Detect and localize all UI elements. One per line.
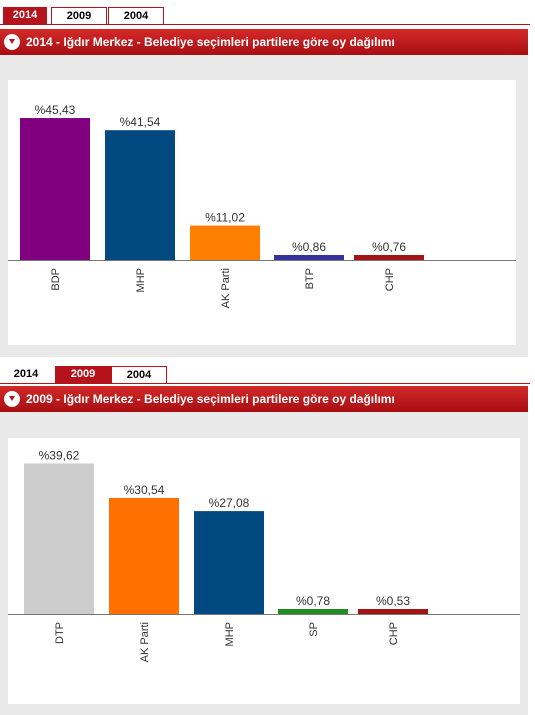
category-label: SP — [308, 622, 320, 637]
data-label: %45,43 — [35, 103, 76, 117]
category-label: BDP — [50, 268, 62, 291]
category-label: MHP — [135, 268, 147, 292]
plot-area: %39,62 DTP %30,54 AK Parti %27,08 MHP %0,78 SP%… — [8, 438, 520, 704]
circle-arrow-down-icon[interactable] — [4, 391, 20, 407]
tab-2004[interactable]: 2004 — [111, 366, 167, 383]
chart-background: %45,43 BDP %41,54 MHP %11,02 AK Parti %0,86 BTP… — [0, 55, 528, 357]
year-tabs: 2014 2009 2004 — [0, 7, 530, 25]
data-label: %30,54 — [124, 483, 165, 497]
chart-title: 2014 - Iğdır Merkez - Belediye seçimleri… — [26, 35, 395, 49]
chart-title: 2009 - Iğdır Merkez - Belediye seçimleri… — [26, 392, 395, 406]
tab-2014[interactable]: 2014 — [0, 366, 52, 383]
bar-chart-2014: %45,43 BDP %41,54 MHP %11,02 AK Parti %0,86 BTP… — [8, 103, 516, 308]
chart-header: 2009 - Iğdır Merkez - Belediye seçimleri… — [0, 386, 528, 412]
data-label: %27,08 — [209, 496, 250, 510]
data-label: %0,78 — [296, 594, 330, 608]
category-label: CHP — [388, 622, 400, 645]
chart-panel-2014: 2014 2009 2004 2014 - Iğdır Merkez - Bel… — [0, 7, 530, 357]
plot-area: %45,43 BDP %41,54 MHP %11,02 AK Parti %0,86 BTP… — [8, 80, 516, 345]
bar-btp — [274, 255, 344, 260]
year-tabs: 2014 2009 2004 — [0, 366, 530, 384]
tab-2009[interactable]: 2009 — [51, 7, 107, 24]
data-label: %0,86 — [292, 240, 326, 254]
data-label: %11,02 — [205, 211, 245, 225]
bar-sp — [278, 609, 348, 614]
circle-arrow-down-icon[interactable] — [4, 34, 20, 50]
bar-mhp — [105, 130, 175, 260]
category-label: AK Parti — [220, 268, 232, 308]
chart-panel-2009: 2014 2009 2004 2009 - Iğdır Merkez - Bel… — [0, 366, 530, 715]
chart-background: %39,62 DTP %30,54 AK Parti %27,08 MHP %0,78 SP%… — [0, 412, 528, 715]
tab-underline — [0, 24, 530, 25]
bar-ak-parti — [109, 497, 179, 614]
bar-ak-parti — [190, 225, 260, 260]
data-label: %0,76 — [372, 240, 406, 254]
data-label: %0,53 — [376, 594, 410, 608]
category-label: CHP — [384, 268, 396, 291]
bar-chp — [354, 255, 424, 260]
category-label: BTP — [304, 268, 316, 289]
tab-2009[interactable]: 2009 — [55, 366, 111, 383]
bar-chart-2009: %39,62 DTP %30,54 AK Parti %27,08 MHP %0,78 SP%… — [8, 448, 520, 662]
category-label: AK Parti — [139, 622, 151, 662]
tab-2014[interactable]: 2014 — [3, 7, 47, 24]
bar-mhp — [194, 511, 264, 614]
tab-2004[interactable]: 2004 — [108, 7, 164, 24]
tab-underline — [0, 383, 530, 384]
category-label: DTP — [54, 622, 66, 644]
data-label: %39,62 — [39, 448, 80, 462]
bar-dtp — [24, 463, 94, 614]
data-label: %41,54 — [120, 115, 161, 129]
category-label: MHP — [224, 622, 236, 646]
bar-chp — [358, 609, 428, 614]
bar-bdp — [20, 118, 90, 260]
chart-header: 2014 - Iğdır Merkez - Belediye seçimleri… — [0, 29, 528, 55]
